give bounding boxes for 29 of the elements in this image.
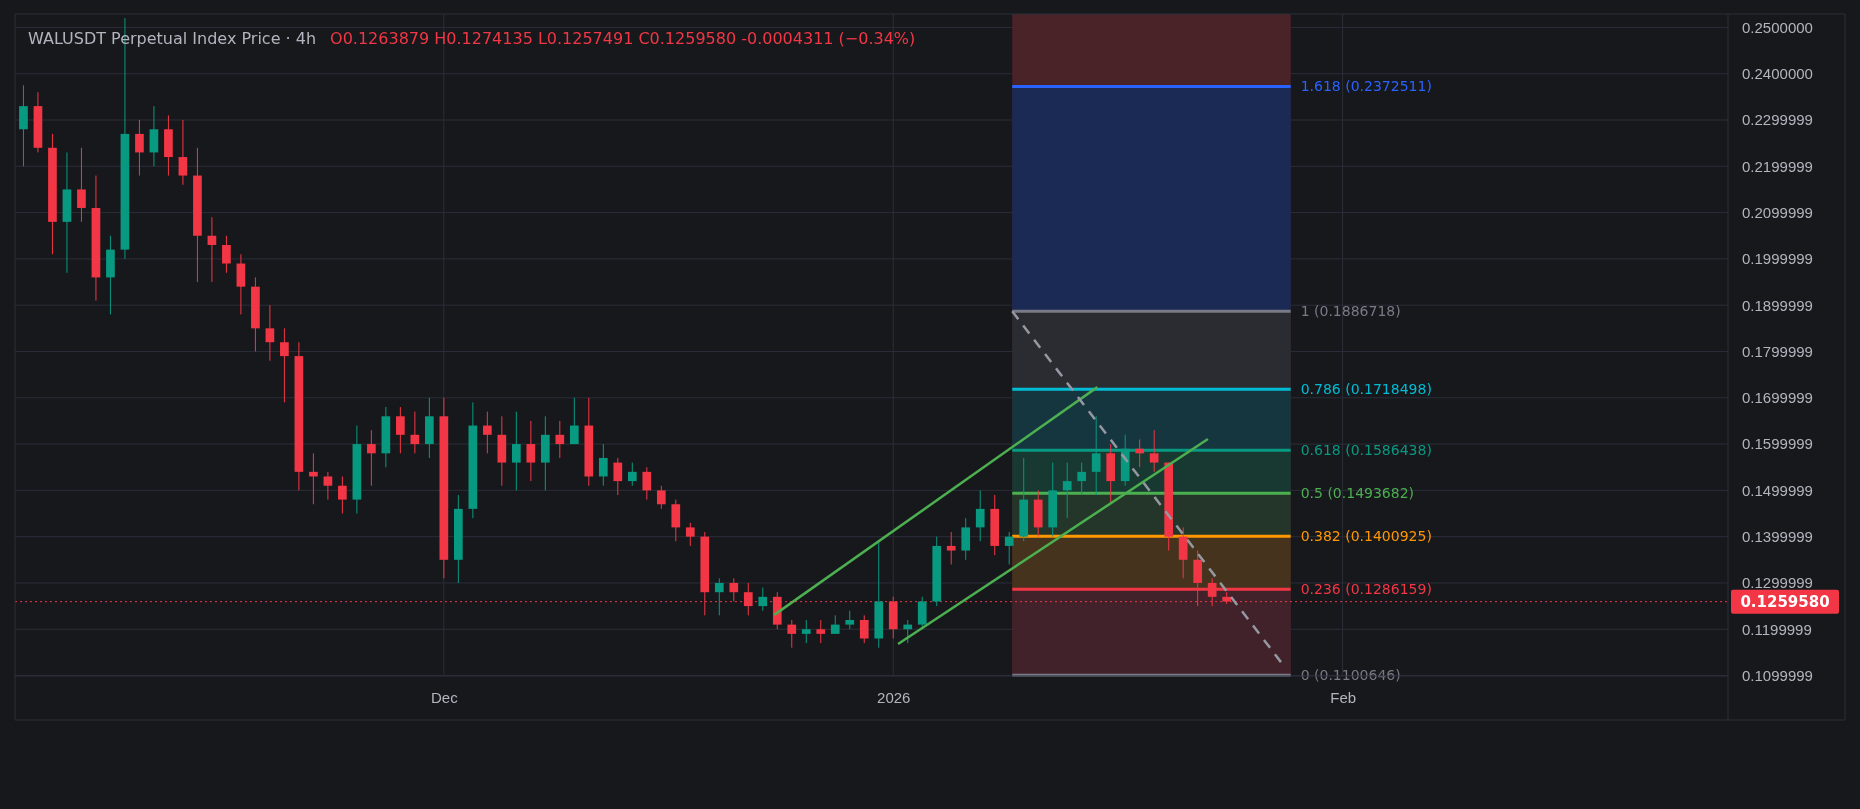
ref-line-label: 1.618 (0.2372511) [1300, 78, 1432, 95]
y-tick-label: 0.1199999 [1742, 620, 1812, 638]
y-tick-label: 0.1399999 [1742, 527, 1813, 545]
y-tick-label: 0.1299999 [1742, 574, 1813, 592]
y-tick-label: 0.1799999 [1742, 342, 1813, 360]
ref-line-label: 0 (0.1100646) [1300, 667, 1401, 684]
text: O0.1263879 H0.1274135 L0.1257491 C0.1259580 -0.0004311 (−0.34%) [330, 29, 916, 48]
y-tick-label: 0.2099999 [1742, 203, 1813, 221]
y-tick-label: 0.2500000 [1742, 18, 1813, 36]
y-tick-label: 0.2199999 [1742, 157, 1813, 175]
ref-line-label: 0.618 (0.1586438) [1300, 442, 1432, 459]
ref-line-label: 0.1259580 [1740, 592, 1830, 611]
ref-line-label: 0.5 (0.1493682) [1300, 485, 1415, 502]
y-tick-label: 0.1499999 [1742, 481, 1813, 499]
x-tick-label: Dec [431, 688, 459, 706]
ref-line-label: 1 (0.1886718) [1300, 303, 1401, 320]
ref-line-label: 0.236 (0.1286159) [1300, 581, 1432, 598]
y-tick-label: 0.1899999 [1742, 296, 1813, 314]
y-tick-label: 0.1999999 [1742, 250, 1813, 268]
y-tick-label: 0.2299999 [1742, 111, 1813, 129]
y-tick-label: 0.1599999 [1742, 435, 1813, 453]
ref-line-label: 0.786 (0.1718498) [1300, 381, 1432, 398]
x-tick-label: Feb [1330, 688, 1357, 706]
text: WALUSDT Perpetual Index Price · 4h [28, 29, 317, 48]
y-tick-label: 0.1099999 [1742, 666, 1813, 684]
ref-line-label: 0.382 (0.1400925) [1300, 528, 1432, 545]
y-tick-label: 0.1699999 [1742, 389, 1813, 407]
x-tick-label: 2026 [877, 688, 911, 706]
y-tick-label: 0.2400000 [1742, 65, 1813, 83]
